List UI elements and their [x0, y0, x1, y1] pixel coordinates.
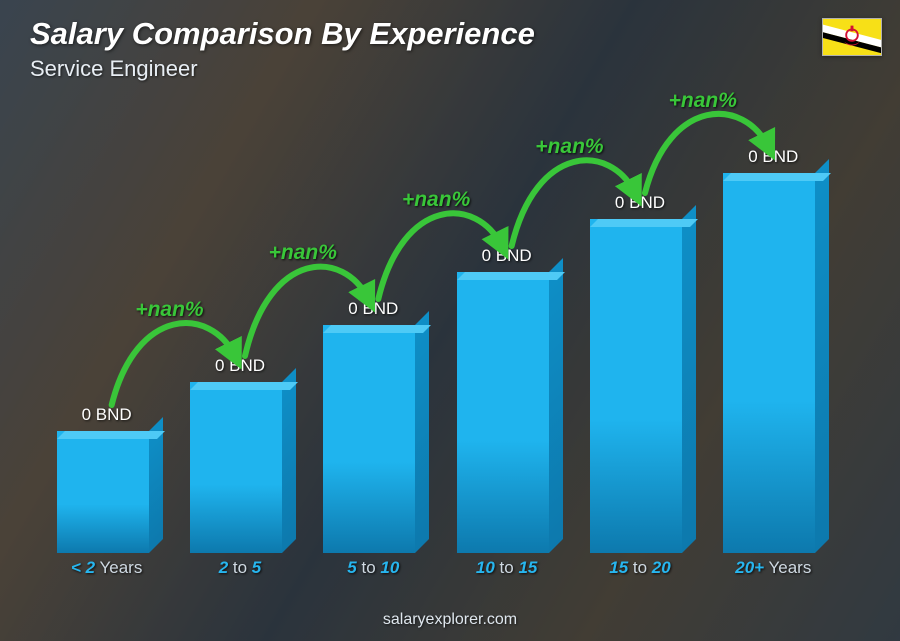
bar-group: 0 BND: [718, 147, 828, 553]
x-label: 5 to 10: [318, 558, 428, 578]
flag-icon: [822, 18, 882, 56]
chart-subtitle: Service Engineer: [30, 56, 198, 82]
x-labels-container: < 2 Years 2 to 5 5 to 10 10 to 15 15 to 20 20…: [40, 555, 840, 581]
chart-area: 0 BND 0 BND 0 BND 0 BND 0 BND 0 BND < 2 Years…: [40, 100, 840, 581]
bar: [723, 173, 823, 553]
bar-value-label: 0 BND: [82, 405, 132, 425]
bar-group: 0 BND: [185, 356, 295, 553]
bar-value-label: 0 BND: [615, 193, 665, 213]
bar: [323, 325, 423, 553]
x-label: 20+ Years: [718, 558, 828, 578]
bar-front: [590, 219, 682, 553]
bar-top: [590, 219, 698, 227]
bar-top: [723, 173, 831, 181]
x-label: 10 to 15: [452, 558, 562, 578]
bar-side: [415, 311, 429, 553]
bar-value-label: 0 BND: [348, 299, 398, 319]
chart-stage: Salary Comparison By Experience Service …: [0, 0, 900, 641]
bar-group: 0 BND: [585, 193, 695, 553]
bar-front: [57, 431, 149, 553]
x-label: 15 to 20: [585, 558, 695, 578]
bar: [57, 431, 157, 553]
x-label: 2 to 5: [185, 558, 295, 578]
bar-front: [190, 382, 282, 553]
bar-top: [57, 431, 165, 439]
bar-side: [549, 258, 563, 553]
bar-side: [815, 159, 829, 553]
bar-front: [457, 272, 549, 553]
bar: [190, 382, 290, 553]
bar-value-label: 0 BND: [482, 246, 532, 266]
bar-top: [323, 325, 431, 333]
bar: [457, 272, 557, 553]
footer-credit: salaryexplorer.com: [0, 611, 900, 629]
bar-side: [282, 368, 296, 553]
bar-group: 0 BND: [52, 405, 162, 553]
bar-group: 0 BND: [452, 246, 562, 553]
bar-front: [723, 173, 815, 553]
bar-top: [457, 272, 565, 280]
bar-front: [323, 325, 415, 553]
bar: [590, 219, 690, 553]
bar-side: [682, 205, 696, 553]
bar-top: [190, 382, 298, 390]
x-label: < 2 Years: [52, 558, 162, 578]
bar-group: 0 BND: [318, 299, 428, 553]
chart-title: Salary Comparison By Experience: [30, 16, 535, 52]
bar-value-label: 0 BND: [215, 356, 265, 376]
bar-value-label: 0 BND: [748, 147, 798, 167]
bars-container: 0 BND 0 BND 0 BND 0 BND 0 BND 0 BND: [40, 100, 840, 553]
